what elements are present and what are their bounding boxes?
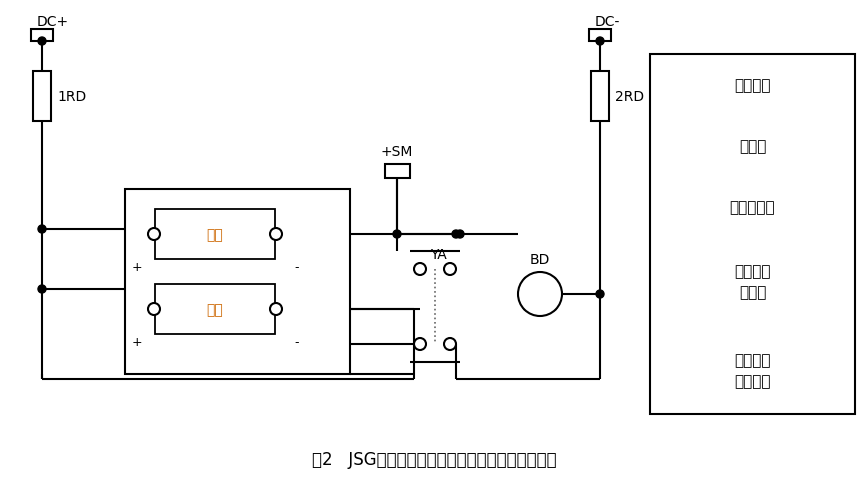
Circle shape: [38, 38, 46, 46]
Bar: [125, 190, 350, 374]
Text: -: -: [295, 336, 299, 349]
Text: 闪光小母线: 闪光小母线: [730, 199, 775, 214]
Circle shape: [270, 228, 282, 241]
Circle shape: [393, 230, 401, 239]
Bar: [155, 285, 275, 334]
Text: BD: BD: [529, 253, 550, 267]
Circle shape: [270, 303, 282, 316]
Circle shape: [456, 230, 464, 239]
Bar: [589, 30, 611, 42]
Text: 静态闪光
断电器: 静态闪光 断电器: [734, 263, 771, 300]
Bar: [591, 72, 609, 122]
Text: 2RD: 2RD: [615, 90, 644, 104]
Text: -: -: [295, 261, 299, 274]
Circle shape: [452, 230, 460, 239]
Circle shape: [148, 303, 160, 316]
Circle shape: [444, 338, 456, 350]
Text: DC-: DC-: [595, 15, 621, 29]
Bar: [33, 72, 51, 122]
Circle shape: [38, 286, 46, 293]
Text: +: +: [132, 336, 142, 349]
Text: DC+: DC+: [37, 15, 69, 29]
Circle shape: [444, 263, 456, 275]
Text: 电源: 电源: [207, 302, 223, 317]
Bar: [385, 165, 410, 179]
Text: +: +: [132, 261, 142, 274]
Text: 图2   JSG系列静态闪光继电器应用外部接线参考图: 图2 JSG系列静态闪光继电器应用外部接线参考图: [312, 450, 556, 468]
Text: 启动: 启动: [207, 227, 223, 242]
Circle shape: [148, 228, 160, 241]
Text: +SM: +SM: [380, 145, 412, 159]
Text: 熔断器: 熔断器: [739, 138, 766, 153]
Circle shape: [596, 38, 604, 46]
Bar: [155, 210, 275, 259]
Circle shape: [414, 338, 426, 350]
Text: YA: YA: [430, 247, 447, 261]
Bar: [31, 30, 53, 42]
Circle shape: [38, 226, 46, 233]
Circle shape: [414, 263, 426, 275]
Text: 1RD: 1RD: [57, 90, 86, 104]
Circle shape: [518, 272, 562, 317]
Text: 直流母线: 直流母线: [734, 78, 771, 93]
Bar: [650, 55, 855, 414]
Text: 试验按钮
及信号灯: 试验按钮 及信号灯: [734, 352, 771, 388]
Circle shape: [596, 290, 604, 298]
